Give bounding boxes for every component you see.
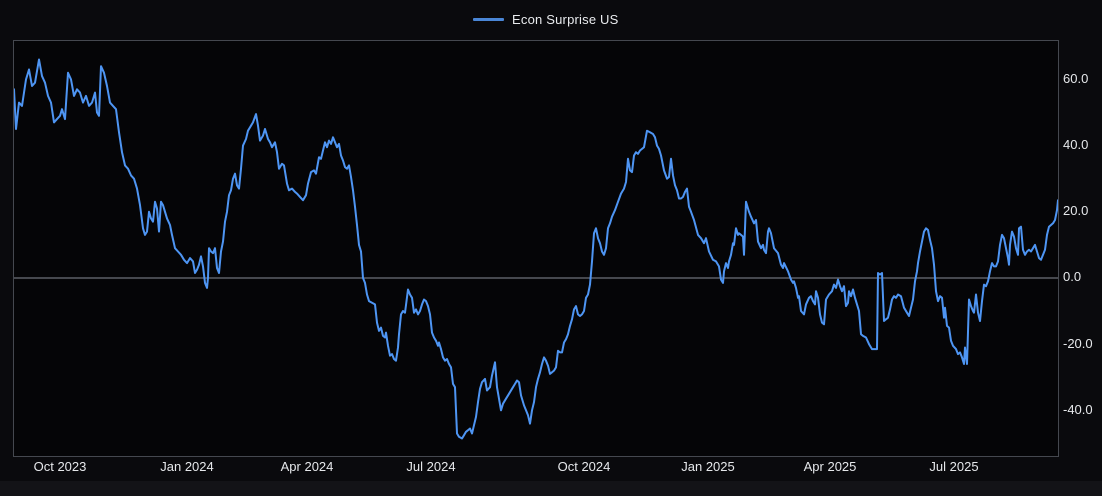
econ-surprise-line (14, 58, 1058, 440)
x-tick-label: Oct 2024 (557, 459, 611, 474)
plot-area[interactable] (13, 40, 1059, 457)
x-tick-label: Jan 2024 (160, 459, 214, 474)
x-tick-label: Oct 2023 (33, 459, 87, 474)
legend-label: Econ Surprise US (512, 11, 619, 27)
x-tick-label: Jul 2025 (929, 459, 979, 474)
legend-line-swatch-icon (473, 17, 504, 21)
bottom-strip (0, 481, 1102, 496)
y-tick-label: 60.0 (1063, 70, 1089, 86)
y-tick-label: -20.0 (1063, 335, 1093, 351)
y-tick-label: 40.0 (1063, 137, 1089, 153)
x-tick-label: Jul 2024 (406, 459, 456, 474)
y-tick-label: 0.0 (1063, 269, 1082, 285)
line-chart-canvas (14, 58, 1058, 440)
x-tick-label: Apr 2025 (803, 459, 857, 474)
y-tick-label: -40.0 (1063, 401, 1093, 417)
x-tick-label: Jan 2025 (681, 459, 735, 474)
legend-item-econ-surprise-us[interactable]: Econ Surprise US (473, 10, 619, 28)
y-tick-label: 20.0 (1063, 203, 1089, 219)
x-tick-label: Apr 2024 (280, 459, 334, 474)
